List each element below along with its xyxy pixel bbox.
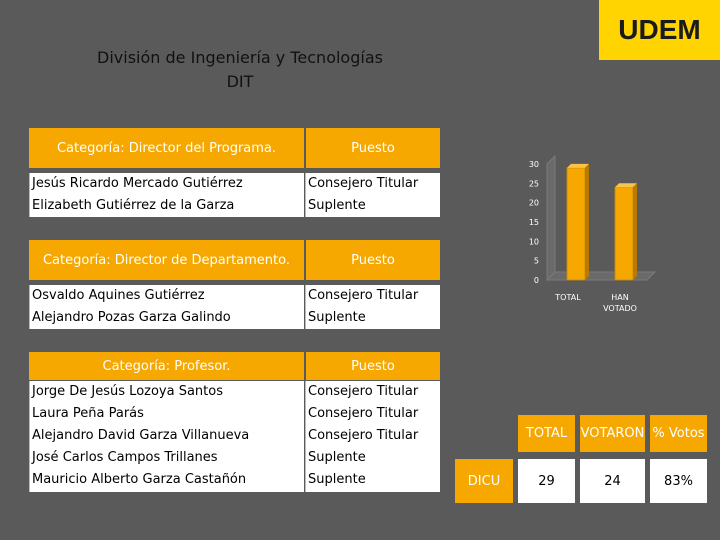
puesto-row: Suplente xyxy=(308,310,366,325)
name-row: Jesús Ricardo Mercado Gutiérrez xyxy=(32,176,243,191)
udem-logo: UDEM xyxy=(599,0,720,60)
chart-side-wall xyxy=(546,154,556,282)
puesto-header-programa: Puesto xyxy=(306,128,440,168)
name-row: José Carlos Campos Trillanes xyxy=(32,450,218,465)
puesto-row: Consejero Titular xyxy=(308,288,419,303)
summary-value-total: 29 xyxy=(518,459,575,503)
puesto-row: Consejero Titular xyxy=(308,406,419,421)
puesto-row: Suplente xyxy=(308,198,366,213)
puesto-header-departamento: Puesto xyxy=(306,240,440,280)
puesto-row: Consejero Titular xyxy=(308,384,419,399)
category-header-departamento: Categoría: Director de Departamento. xyxy=(29,240,304,280)
title-line-1: División de Ingeniería y Tecnologías xyxy=(97,48,383,67)
category-header-profesor: Categoría: Profesor. xyxy=(29,352,304,380)
bar-1 xyxy=(614,186,634,281)
puesto-row: Consejero Titular xyxy=(308,428,419,443)
title-line-2: DIT xyxy=(226,72,254,91)
y-tick-label: 15 xyxy=(529,218,539,227)
bar-0 xyxy=(566,167,586,281)
puestos-programa: Consejero Titular Suplente xyxy=(305,173,440,217)
name-row: Alejandro David Garza Villanueva xyxy=(32,428,250,443)
summary-header-votaron: VOTARON xyxy=(580,415,645,452)
puestos-profesor: Consejero Titular Consejero Titular Cons… xyxy=(305,381,440,492)
names-departamento: Osvaldo Aquines Gutiérrez Alejandro Poza… xyxy=(29,285,304,329)
chart-floor xyxy=(545,271,657,281)
summary-row-label: DICU xyxy=(455,459,513,503)
summary-value-votaron: 24 xyxy=(580,459,645,503)
puesto-row: Suplente xyxy=(308,450,366,465)
x-tick-label: HAN xyxy=(611,293,628,302)
y-tick-label: 30 xyxy=(529,160,539,169)
puesto-row: Suplente xyxy=(308,472,366,487)
y-tick-label: 25 xyxy=(529,179,539,188)
category-header-programa: Categoría: Director del Programa. xyxy=(29,128,304,168)
summary-header-total: TOTAL xyxy=(518,415,575,452)
summary-header-pct: % Votos xyxy=(650,415,707,452)
y-tick-label: 20 xyxy=(529,199,539,208)
name-row: Elizabeth Gutiérrez de la Garza xyxy=(32,198,235,213)
puesto-header-profesor: Puesto xyxy=(306,352,440,380)
summary-value-pct: 83% xyxy=(650,459,707,503)
bar-top-0 xyxy=(567,163,589,168)
puesto-row: Consejero Titular xyxy=(308,176,419,191)
votes-bar-chart: 0 5 10 15 20 25 30 TOTAL HAN VOTADO xyxy=(529,154,657,313)
bar-side-0 xyxy=(585,163,589,280)
names-programa: Jesús Ricardo Mercado Gutiérrez Elizabet… xyxy=(29,173,304,217)
bar-top-1 xyxy=(615,183,637,188)
puestos-departamento: Consejero Titular Suplente xyxy=(305,285,440,329)
y-tick-label: 10 xyxy=(529,237,539,246)
name-row: Alejandro Pozas Garza Galindo xyxy=(32,310,231,325)
y-tick-label: 0 xyxy=(534,276,539,285)
bar-side-1 xyxy=(633,183,637,280)
y-tick-label: 5 xyxy=(534,257,539,266)
name-row: Laura Peña Parás xyxy=(32,406,144,421)
x-tick-label: TOTAL xyxy=(554,293,581,302)
name-row: Osvaldo Aquines Gutiérrez xyxy=(32,288,205,303)
x-tick-label: VOTADO xyxy=(603,304,637,313)
name-row: Mauricio Alberto Garza Castañón xyxy=(32,472,247,487)
page-title: División de Ingeniería y Tecnologías DIT xyxy=(70,46,410,94)
names-profesor: Jorge De Jesús Lozoya Santos Laura Peña … xyxy=(29,381,304,492)
name-row: Jorge De Jesús Lozoya Santos xyxy=(32,384,223,399)
